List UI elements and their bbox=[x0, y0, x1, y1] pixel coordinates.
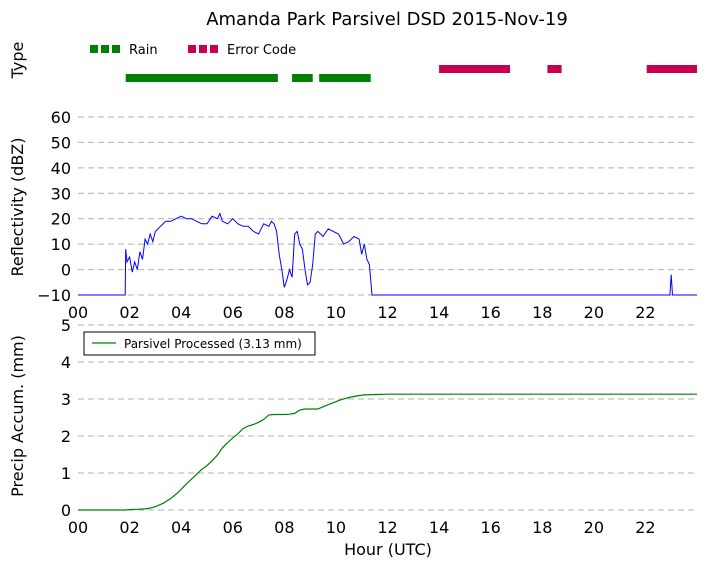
y-tick-label: 2 bbox=[61, 427, 71, 446]
x-tick-label: 18 bbox=[532, 518, 552, 537]
x-tick-label: 04 bbox=[171, 518, 191, 537]
type-ylabel: Type bbox=[8, 42, 27, 80]
timeline-bar-error-code bbox=[646, 65, 697, 73]
x-tick-label: 14 bbox=[429, 303, 449, 322]
x-tick-label: 16 bbox=[480, 518, 500, 537]
y-tick-label: 4 bbox=[61, 353, 71, 372]
timeline-bar-error-code bbox=[439, 65, 511, 73]
x-tick-label: 04 bbox=[171, 303, 191, 322]
x-axis-label: Hour (UTC) bbox=[344, 540, 432, 559]
timeline-bar-rain bbox=[319, 74, 371, 82]
x-tick-label: 20 bbox=[584, 518, 604, 537]
type-legend: Rain Error Code bbox=[90, 43, 296, 58]
y-tick-label: 20 bbox=[51, 210, 71, 229]
timeline-bar-error-code bbox=[547, 65, 562, 73]
legend-label-error-code: Error Code bbox=[227, 43, 296, 58]
reflectivity-yticks: −10 0 10 20 30 40 50 60 bbox=[37, 108, 71, 305]
x-tick-label: 08 bbox=[274, 518, 294, 537]
y-tick-label: 60 bbox=[51, 108, 71, 127]
legend-swatch-rain bbox=[101, 45, 109, 53]
x-tick-label: 12 bbox=[377, 518, 397, 537]
x-tick-label: 14 bbox=[429, 518, 449, 537]
timeline-bar-rain bbox=[125, 74, 278, 82]
chart-title: Amanda Park Parsivel DSD 2015-Nov-19 bbox=[206, 9, 568, 30]
precip-legend-box bbox=[83, 331, 316, 356]
precip-line bbox=[78, 393, 697, 511]
precip-grid bbox=[78, 324, 697, 511]
reflectivity-ylabel: Reflectivity (dBZ) bbox=[8, 138, 27, 277]
legend-swatch-error bbox=[210, 45, 218, 53]
type-bars bbox=[125, 65, 697, 82]
x-tick-label: 06 bbox=[223, 303, 243, 322]
x-tick-label: 12 bbox=[377, 303, 397, 322]
x-tick-label: 02 bbox=[119, 303, 139, 322]
precip-legend: Parsivel Processed (3.13 mm) bbox=[83, 331, 316, 356]
precip-xticks: 00 02 04 06 08 10 12 14 16 18 20 22 bbox=[68, 518, 656, 537]
x-tick-label: 16 bbox=[480, 303, 500, 322]
x-tick-label: 08 bbox=[274, 303, 294, 322]
x-tick-label: 18 bbox=[532, 303, 552, 322]
legend-swatch-rain bbox=[90, 45, 98, 53]
x-tick-label: 22 bbox=[635, 518, 655, 537]
y-tick-label: 30 bbox=[51, 184, 71, 203]
y-tick-label: 10 bbox=[51, 235, 71, 254]
x-tick-label: 06 bbox=[223, 518, 243, 537]
x-tick-label: 00 bbox=[68, 303, 88, 322]
reflectivity-xticks: 00 02 04 06 08 10 12 14 16 18 20 22 bbox=[68, 303, 656, 322]
precip-legend-label: Parsivel Processed (3.13 mm) bbox=[124, 337, 302, 351]
legend-swatch-error bbox=[188, 45, 196, 53]
timeline-bar-rain bbox=[292, 74, 313, 82]
reflectivity-panel: Reflectivity (dBZ) −10 0 10 20 30 40 50 60 00 02… bbox=[8, 108, 697, 322]
legend-label-rain: Rain bbox=[129, 43, 158, 58]
x-tick-label: 20 bbox=[584, 303, 604, 322]
precip-yticks: 0 1 2 3 4 5 bbox=[61, 316, 71, 520]
y-tick-label: 5 bbox=[61, 316, 71, 335]
x-tick-label: 10 bbox=[326, 303, 346, 322]
y-tick-label: 50 bbox=[51, 133, 71, 152]
y-tick-label: −10 bbox=[37, 286, 71, 305]
x-tick-label: 22 bbox=[635, 303, 655, 322]
x-tick-label: 00 bbox=[68, 518, 88, 537]
reflectivity-grid bbox=[78, 116, 697, 296]
reflectivity-line bbox=[78, 212, 697, 296]
x-tick-label: 02 bbox=[119, 518, 139, 537]
legend-swatch-error bbox=[199, 45, 207, 53]
legend-swatch-rain bbox=[112, 45, 120, 53]
y-tick-label: 0 bbox=[61, 261, 71, 280]
y-tick-label: 3 bbox=[61, 390, 71, 409]
precip-ylabel: Precip Accum. (mm) bbox=[8, 335, 27, 497]
y-tick-label: 1 bbox=[61, 464, 71, 483]
type-panel: Type Rain Error Code bbox=[8, 42, 697, 82]
x-tick-label: 10 bbox=[326, 518, 346, 537]
y-tick-label: 40 bbox=[51, 159, 71, 178]
y-tick-label: 0 bbox=[61, 501, 71, 520]
